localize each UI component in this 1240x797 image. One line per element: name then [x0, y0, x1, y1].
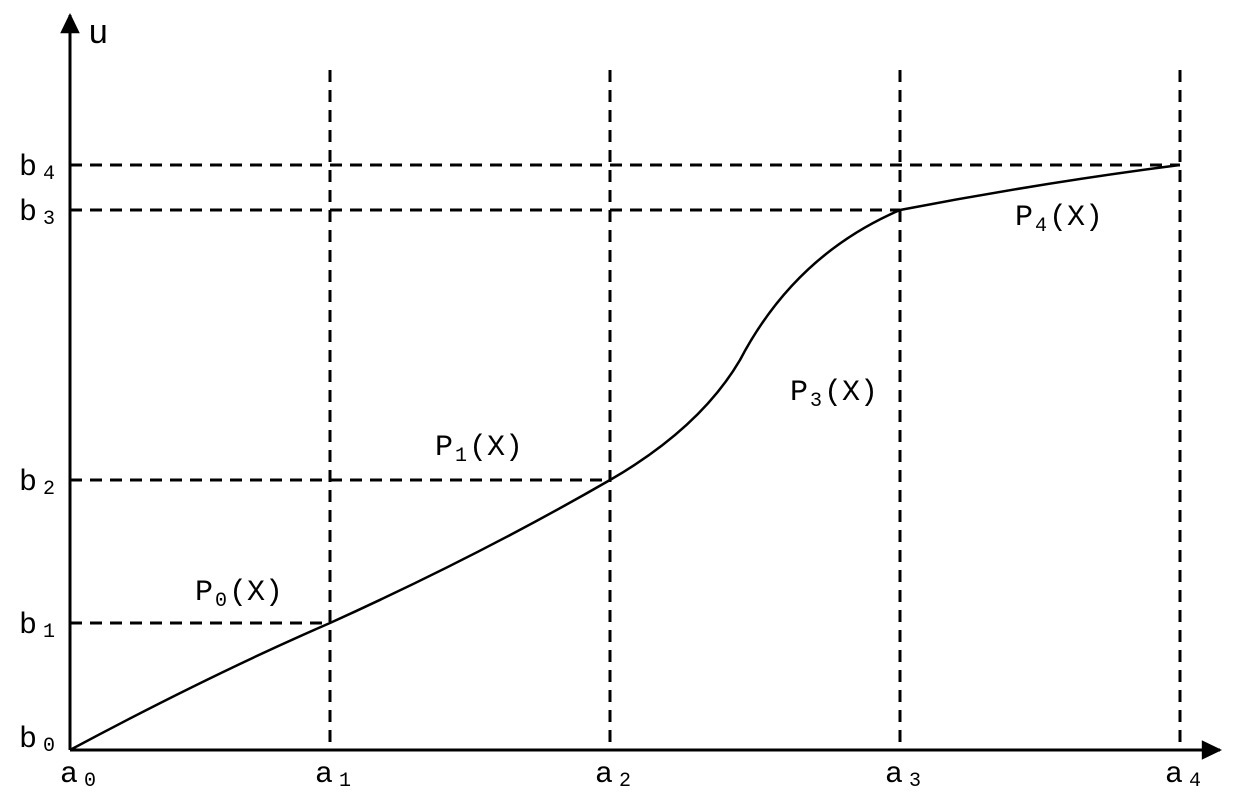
x-tick-sub: 3 — [909, 770, 921, 793]
svg-text:4: 4 — [1035, 215, 1047, 238]
segment-label-P3: P3(X) — [790, 376, 878, 413]
svg-text:(X): (X) — [1049, 201, 1103, 235]
svg-text:P: P — [790, 376, 808, 410]
piecewise-function-chart: ua0a1a2a3a4b0b1b2b3b4P0(X)P1(X)P3(X)P4(X… — [0, 0, 1240, 797]
y-tick-label: b — [19, 723, 37, 757]
x-tick-sub: 0 — [84, 770, 96, 793]
y-tick-label: b — [19, 609, 37, 643]
x-tick-label: a — [595, 758, 613, 792]
y-tick-label: b — [19, 196, 37, 230]
y-tick-label: b — [19, 151, 37, 185]
x-tick-label: a — [60, 758, 78, 792]
y-tick-sub: 4 — [43, 163, 55, 186]
svg-text:u: u — [88, 16, 108, 54]
svg-text:P: P — [1015, 201, 1033, 235]
x-tick-label: a — [1165, 758, 1183, 792]
x-tick-sub: 1 — [339, 770, 351, 793]
segment-label-P1: P1(X) — [435, 431, 523, 468]
x-tick-sub: 4 — [1189, 770, 1201, 793]
svg-text:P: P — [435, 431, 453, 465]
svg-text:1: 1 — [455, 445, 467, 468]
svg-text:3: 3 — [810, 390, 822, 413]
y-tick-sub: 2 — [43, 478, 55, 501]
svg-text:0: 0 — [215, 590, 227, 613]
y-tick-label: b — [19, 466, 37, 500]
segment-label-P0: P0(X) — [195, 576, 283, 613]
x-tick-label: a — [315, 758, 333, 792]
y-tick-sub: 3 — [43, 208, 55, 231]
y-tick-sub: 1 — [43, 621, 55, 644]
svg-text:(X): (X) — [229, 576, 283, 610]
svg-text:(X): (X) — [824, 376, 878, 410]
y-tick-sub: 0 — [43, 735, 55, 758]
x-tick-sub: 2 — [619, 770, 631, 793]
svg-text:(X): (X) — [469, 431, 523, 465]
x-tick-label: a — [885, 758, 903, 792]
svg-text:P: P — [195, 576, 213, 610]
segment-label-P4: P4(X) — [1015, 201, 1103, 238]
